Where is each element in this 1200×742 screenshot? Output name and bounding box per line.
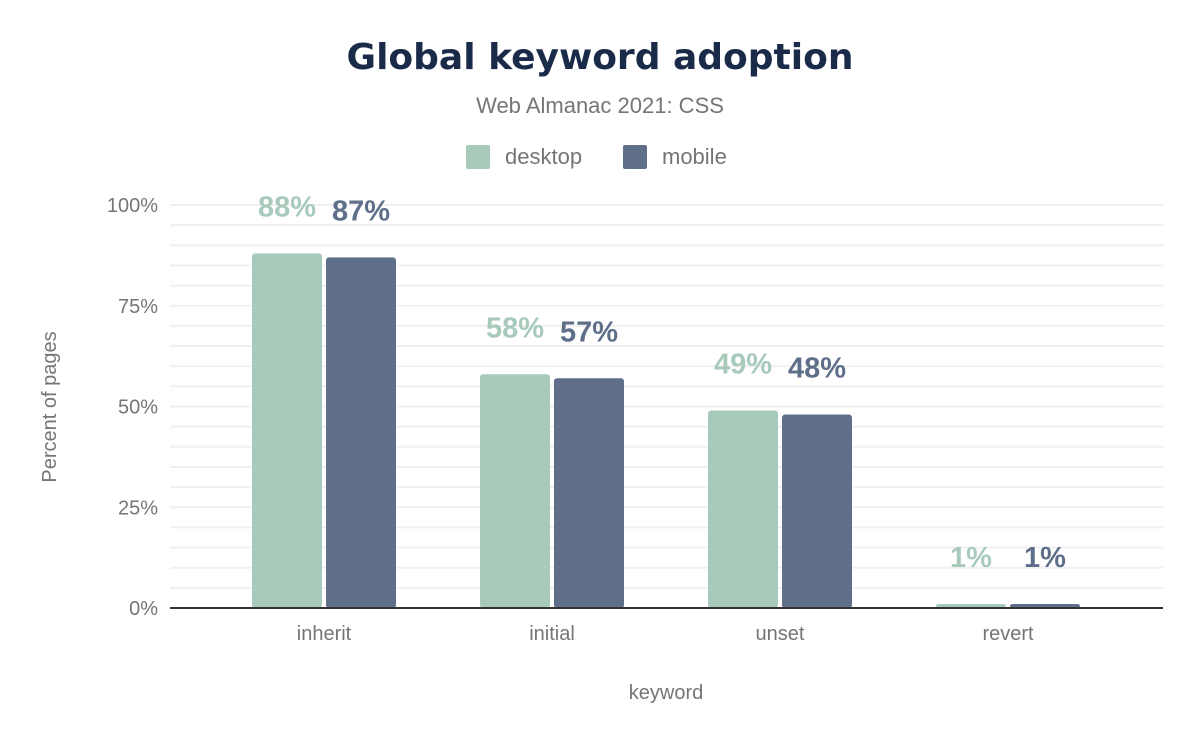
legend-label-desktop: desktop: [505, 144, 582, 169]
data-label-mobile-revert: 1%: [1024, 542, 1066, 574]
data-label-mobile-inherit: 87%: [332, 195, 390, 227]
y-tick-label: 25%: [118, 497, 158, 519]
data-label-desktop-unset: 49%: [714, 349, 772, 381]
data-label-desktop-initial: 58%: [486, 312, 544, 344]
bar-mobile-revert: [1010, 603, 1080, 608]
bar-mobile-inherit: [326, 257, 396, 608]
bar-desktop-initial: [480, 374, 550, 608]
data-label-mobile-unset: 48%: [788, 353, 846, 385]
legend-label-mobile: mobile: [662, 144, 727, 169]
y-tick-label: 0%: [129, 598, 158, 620]
y-tick-label: 50%: [118, 397, 158, 419]
legend: desktop mobile: [466, 144, 727, 169]
bar-desktop-revert: [936, 603, 1006, 608]
data-label-desktop-inherit: 88%: [258, 191, 316, 223]
bar-mobile-initial: [554, 378, 624, 608]
bar-mobile-unset: [782, 414, 852, 608]
data-label-mobile-initial: 57%: [560, 316, 618, 348]
x-tick-label: revert: [982, 623, 1034, 645]
bar-desktop-unset: [708, 410, 778, 608]
y-axis-label: Percent of pages: [39, 331, 61, 482]
legend-swatch-mobile: [623, 145, 647, 169]
data-label-desktop-revert: 1%: [950, 542, 992, 574]
x-axis-label: keyword: [629, 682, 703, 704]
bar-desktop-inherit: [252, 253, 322, 609]
x-tick-label: initial: [529, 623, 575, 645]
y-tick-label: 75%: [118, 296, 158, 318]
x-tick-label: unset: [756, 623, 805, 645]
x-tick-label: inherit: [297, 623, 352, 645]
legend-swatch-desktop: [466, 145, 490, 169]
chart-subtitle: Web Almanac 2021: CSS: [476, 93, 724, 118]
y-tick-label: 100%: [107, 195, 158, 217]
chart-title: Global keyword adoption: [347, 37, 854, 78]
